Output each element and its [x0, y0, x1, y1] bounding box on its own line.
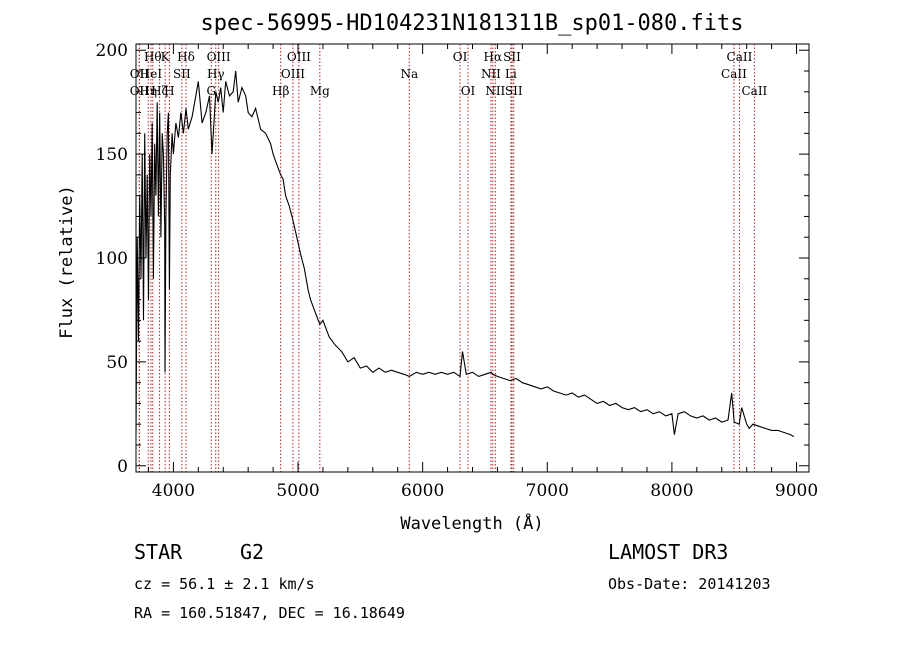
- spectral-line-labels: OIIOIIHηHeIHθHζKHSIIHδGHγOIIIHβOIIIOIIIM…: [130, 50, 768, 98]
- line-label-16: Mg: [310, 84, 330, 98]
- line-label-19: OI: [461, 84, 476, 98]
- line-label-3: HeI: [140, 67, 163, 81]
- y-tick-label-50: 50: [106, 353, 128, 373]
- line-label-25: SII: [505, 84, 523, 98]
- line-label-26: CaII: [721, 67, 747, 81]
- line-label-10: G: [206, 84, 216, 98]
- line-label-5: Hζ: [151, 84, 168, 98]
- chart-title: spec-56995-HD104231N181311B_sp01-080.fit…: [200, 11, 743, 36]
- y-tick-label-0: 0: [117, 457, 128, 477]
- x-tick-label-7000: 7000: [526, 481, 569, 501]
- observation-date: Obs-Date: 20141203: [608, 575, 771, 593]
- x-axis-label: Wavelength (Å): [400, 512, 543, 534]
- line-label-14: OIII: [281, 67, 305, 81]
- coordinates: RA = 160.51847, DEC = 16.18649: [134, 604, 405, 622]
- line-label-11: Hγ: [207, 67, 225, 81]
- x-tick-label-5000: 5000: [276, 481, 319, 501]
- x-tick-label-9000: 9000: [775, 481, 818, 501]
- line-label-20: NII: [481, 67, 501, 81]
- x-tick-label-8000: 8000: [650, 481, 693, 501]
- line-label-9: Hδ: [177, 50, 195, 64]
- line-label-27: CaII: [727, 50, 753, 64]
- line-label-7: H: [164, 84, 174, 98]
- plot-frame: [135, 43, 810, 473]
- line-label-28: CaII: [741, 84, 767, 98]
- line-label-22: NII: [485, 84, 505, 98]
- y-tick-label-100: 100: [96, 249, 128, 269]
- line-label-4: Hθ: [144, 50, 162, 64]
- line-label-2: Hη: [139, 84, 157, 98]
- line-label-12: OIII: [207, 50, 231, 64]
- y-axis-label: Flux (relative): [57, 185, 77, 339]
- line-label-24: SII: [503, 50, 521, 64]
- y-tick-label-150: 150: [96, 145, 128, 165]
- x-tick-label-4000: 4000: [152, 481, 195, 501]
- survey-name: LAMOST DR3: [608, 540, 729, 564]
- spectral-subclass: G2: [240, 540, 265, 564]
- x-tick-label-6000: 6000: [401, 481, 444, 501]
- spectrum-series-line: [135, 70, 795, 438]
- line-label-6: K: [161, 50, 171, 64]
- line-label-1: OII: [130, 84, 150, 98]
- y-tick-label-200: 200: [96, 41, 128, 61]
- line-label-13: Hβ: [272, 84, 289, 98]
- line-label-8: SII: [173, 67, 191, 81]
- line-label-23: Li: [505, 67, 517, 81]
- spectral-line-markers: [138, 44, 755, 472]
- line-label-0: OII: [130, 67, 150, 81]
- line-label-17: Na: [400, 67, 418, 81]
- redshift-velocity: cz = 56.1 ± 2.1 km/s: [134, 575, 315, 593]
- line-label-15: OIII: [287, 50, 311, 64]
- axis-ticks: 4000 5000 6000 7000 8000 9000 0 50 100 150 200: [96, 41, 819, 501]
- line-label-18: OI: [453, 50, 468, 64]
- line-label-21: Hα: [484, 50, 503, 64]
- object-class: STAR: [134, 540, 183, 564]
